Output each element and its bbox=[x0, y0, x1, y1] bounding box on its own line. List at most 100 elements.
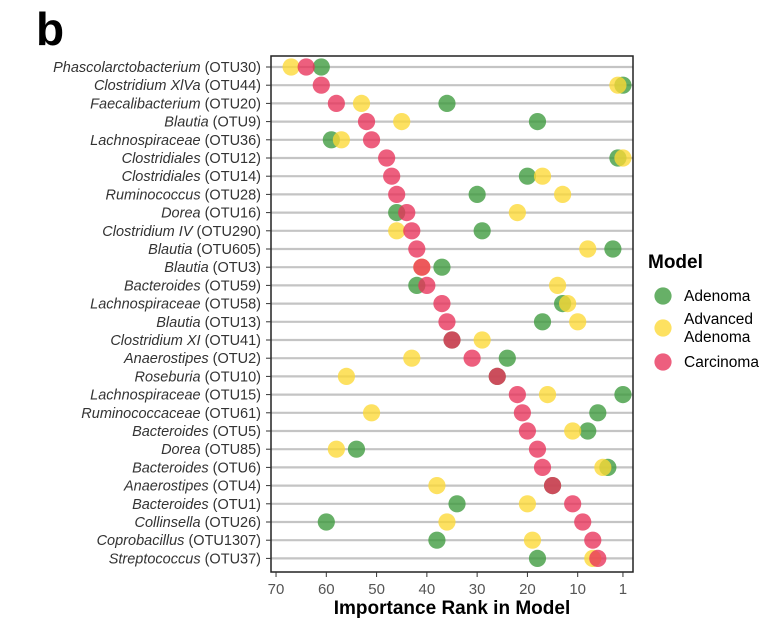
otu-id: (OTU9) bbox=[209, 115, 261, 131]
data-point bbox=[564, 495, 582, 513]
y-tick-label: Blautia (OTU605) bbox=[148, 242, 261, 258]
data-point bbox=[554, 185, 572, 203]
taxon-name: Dorea bbox=[161, 442, 201, 458]
data-point bbox=[513, 404, 531, 422]
data-point bbox=[403, 349, 421, 367]
taxon-name: Bacteroides bbox=[132, 460, 209, 476]
otu-id: (OTU6) bbox=[209, 460, 261, 476]
data-point bbox=[448, 495, 466, 513]
otu-id: (OTU28) bbox=[201, 187, 261, 203]
x-tick-labels: 70 60 50 40 30 20 10 1 bbox=[268, 572, 627, 598]
legend-label: Adenoma bbox=[684, 329, 751, 346]
taxon-name: Clostridium XI bbox=[110, 333, 200, 349]
y-tick-label: Ruminococcaceae (OTU61) bbox=[81, 406, 261, 422]
otu-id: (OTU5) bbox=[209, 424, 261, 440]
y-tick-label: Clostridium XI (OTU41) bbox=[110, 333, 261, 349]
taxon-name: Anaerostipes bbox=[123, 479, 209, 495]
taxon-name: Blautia bbox=[164, 260, 208, 276]
data-point bbox=[413, 258, 431, 276]
otu-id: (OTU36) bbox=[201, 133, 261, 149]
data-point bbox=[543, 477, 562, 495]
data-point bbox=[443, 331, 461, 349]
x-tick-label: 30 bbox=[469, 581, 486, 598]
data-point bbox=[473, 331, 491, 349]
otu-id: (OTU58) bbox=[201, 297, 261, 313]
data-point bbox=[548, 276, 567, 294]
otu-id: (OTU290) bbox=[193, 224, 262, 240]
data-point bbox=[579, 422, 597, 440]
otu-id: (OTU59) bbox=[201, 278, 261, 294]
y-tick-label: Blautia (OTU13) bbox=[156, 315, 261, 331]
otu-id: (OTU1307) bbox=[184, 533, 261, 549]
data-point bbox=[383, 167, 401, 185]
y-tick-label: Ruminococcus (OTU28) bbox=[105, 187, 261, 203]
data-point bbox=[518, 495, 537, 513]
data-point bbox=[327, 94, 345, 112]
y-tick-label: Faecalibacterium (OTU20) bbox=[90, 96, 261, 112]
taxon-name: Clostridiales bbox=[122, 151, 201, 167]
y-tick-label: Lachnospiraceae (OTU36) bbox=[90, 133, 261, 149]
otu-id: (OTU20) bbox=[201, 96, 261, 112]
taxon-name: Clostridium IV bbox=[102, 224, 194, 240]
data-point bbox=[508, 204, 526, 222]
data-point bbox=[347, 440, 366, 458]
data-point bbox=[584, 531, 602, 549]
y-tick-label: Coprobacillus (OTU1307) bbox=[97, 533, 261, 549]
taxon-name: Roseburia bbox=[134, 369, 200, 385]
y-tick-label: Phascolarctobacterium (OTU30) bbox=[53, 60, 261, 76]
data-point bbox=[398, 204, 416, 222]
y-tick-label: Anaerostipes (OTU2) bbox=[123, 351, 261, 367]
taxon-name: Lachnospiraceae bbox=[90, 388, 200, 404]
data-point bbox=[388, 185, 406, 203]
taxon-name: Dorea bbox=[161, 206, 201, 222]
data-point bbox=[393, 113, 411, 131]
taxon-name: Anaerostipes bbox=[123, 351, 209, 367]
x-tick-label: 70 bbox=[268, 581, 285, 598]
data-point bbox=[428, 531, 446, 549]
data-point bbox=[614, 149, 632, 167]
taxon-name: Lachnospiraceae bbox=[90, 297, 200, 313]
data-point bbox=[362, 404, 381, 422]
x-tick-label: 50 bbox=[368, 581, 385, 598]
data-point bbox=[508, 386, 526, 404]
y-tick-label: Bacteroides (OTU5) bbox=[132, 424, 261, 440]
otu-id: (OTU14) bbox=[201, 169, 261, 185]
data-point bbox=[564, 422, 582, 440]
otu-id: (OTU1) bbox=[209, 497, 261, 513]
otu-id: (OTU44) bbox=[201, 78, 261, 94]
y-tick-label: Dorea (OTU85) bbox=[161, 442, 261, 458]
data-point bbox=[433, 295, 451, 313]
otu-id: (OTU85) bbox=[201, 442, 261, 458]
data-point bbox=[357, 113, 376, 131]
otu-id: (OTU605) bbox=[193, 242, 262, 258]
otu-id: (OTU61) bbox=[201, 406, 261, 422]
data-point bbox=[574, 513, 592, 531]
data-point bbox=[317, 513, 335, 531]
y-tick-label: Lachnospiraceae (OTU58) bbox=[90, 297, 261, 313]
x-tick-label: 10 bbox=[569, 581, 586, 598]
legend-key bbox=[654, 287, 672, 305]
y-tick-label: Clostridium XlVa (OTU44) bbox=[94, 78, 261, 94]
data-point bbox=[533, 167, 552, 185]
x-tick-label: 1 bbox=[619, 581, 627, 598]
data-point bbox=[332, 131, 350, 149]
otu-id: (OTU3) bbox=[209, 260, 261, 276]
data-point bbox=[282, 58, 300, 76]
data-point bbox=[428, 477, 446, 495]
legend-title: Model bbox=[648, 252, 703, 273]
legend-label: Advanced bbox=[684, 311, 753, 328]
data-points bbox=[282, 58, 632, 568]
x-axis-label: Importance Rank in Model bbox=[334, 598, 570, 619]
data-point bbox=[518, 422, 537, 440]
taxon-name: Lachnospiraceae bbox=[90, 133, 200, 149]
data-point bbox=[362, 131, 381, 149]
otu-id: (OTU30) bbox=[201, 60, 261, 76]
y-tick-label: Anaerostipes (OTU4) bbox=[123, 479, 261, 495]
y-tick-label: Clostridiales (OTU12) bbox=[122, 151, 261, 167]
data-point bbox=[528, 549, 547, 568]
data-point bbox=[468, 185, 486, 203]
data-point bbox=[408, 240, 426, 258]
taxon-name: Bacteroides bbox=[124, 278, 201, 294]
